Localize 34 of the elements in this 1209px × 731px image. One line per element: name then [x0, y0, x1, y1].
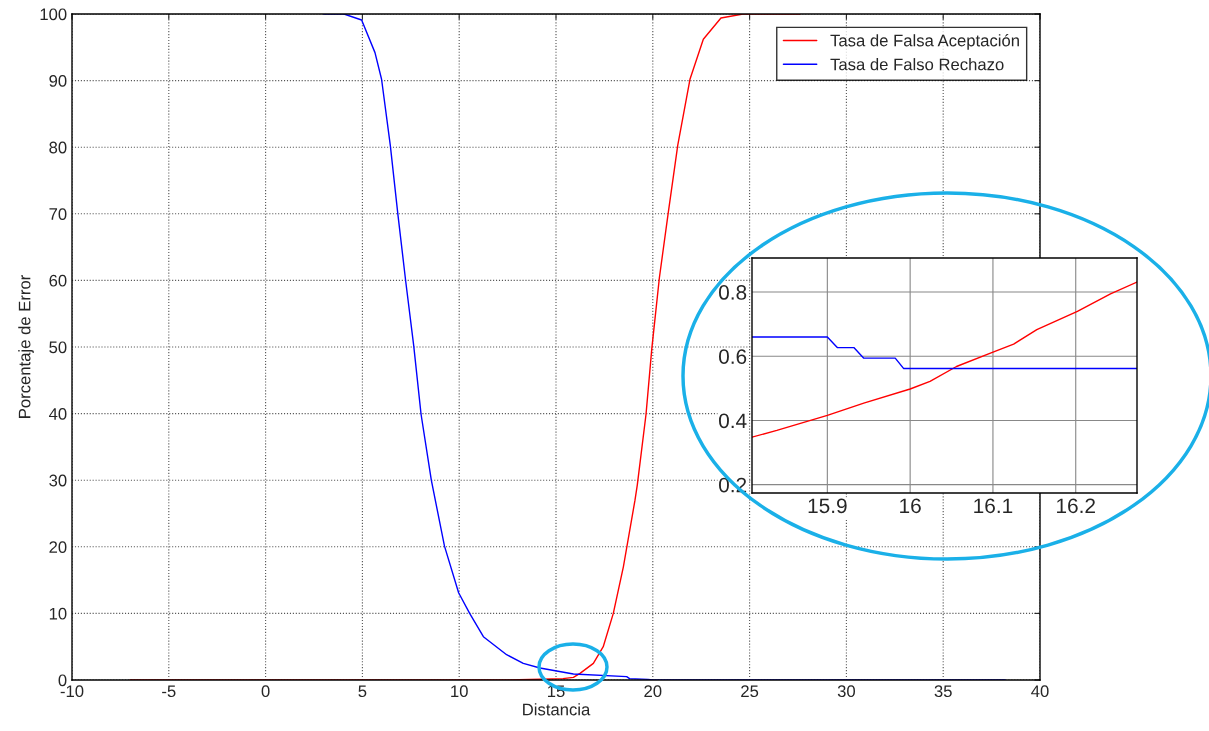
x-tick-label: 16.2 [1057, 498, 1095, 514]
legend-label: Tasa de Falso Rechazo [830, 58, 1004, 71]
y-tick-label: 80 [49, 141, 67, 154]
x-tick-label: -5 [162, 685, 176, 698]
y-tick-label: 70 [49, 208, 67, 220]
y-tick-label: 60 [49, 274, 67, 287]
x-tick-label: 5 [358, 685, 367, 698]
x-tick-label: 10 [451, 685, 468, 698]
y-axis-title: Porcentaje de Error [18, 275, 34, 418]
y-tick-label: 0 [58, 674, 67, 687]
y-tick-label: 20 [49, 541, 67, 553]
line-series [752, 336, 1137, 370]
y-tick-label: 100 [40, 8, 67, 21]
y-tick-label: 10 [49, 607, 67, 620]
y-tick-label: 0.8 [718, 285, 747, 300]
legend-label: Tasa de Falsa Aceptación [830, 34, 1019, 50]
x-tick-label: 20 [644, 685, 662, 698]
x-axis-title: Distancia [523, 703, 591, 716]
x-tick-label: 0 [261, 685, 270, 698]
line-series [752, 281, 1137, 438]
y-tick-label: 0.4 [718, 413, 747, 429]
x-tick-label: 25 [741, 685, 759, 698]
x-tick-label: 15.9 [808, 498, 847, 514]
y-tick-label: 90 [49, 75, 67, 87]
x-tick-label: 40 [1031, 685, 1049, 698]
x-tick-label: -10 [60, 685, 84, 698]
x-tick-label: 30 [837, 685, 856, 698]
y-tick-label: 30 [49, 474, 67, 487]
y-tick-label: 0.6 [718, 349, 747, 364]
x-tick-label: 35 [934, 685, 952, 698]
x-tick-label: 16.1 [974, 498, 1013, 514]
y-tick-label: 40 [48, 408, 67, 420]
y-tick-label: 50 [49, 341, 67, 354]
x-tick-label: 16 [900, 498, 921, 514]
